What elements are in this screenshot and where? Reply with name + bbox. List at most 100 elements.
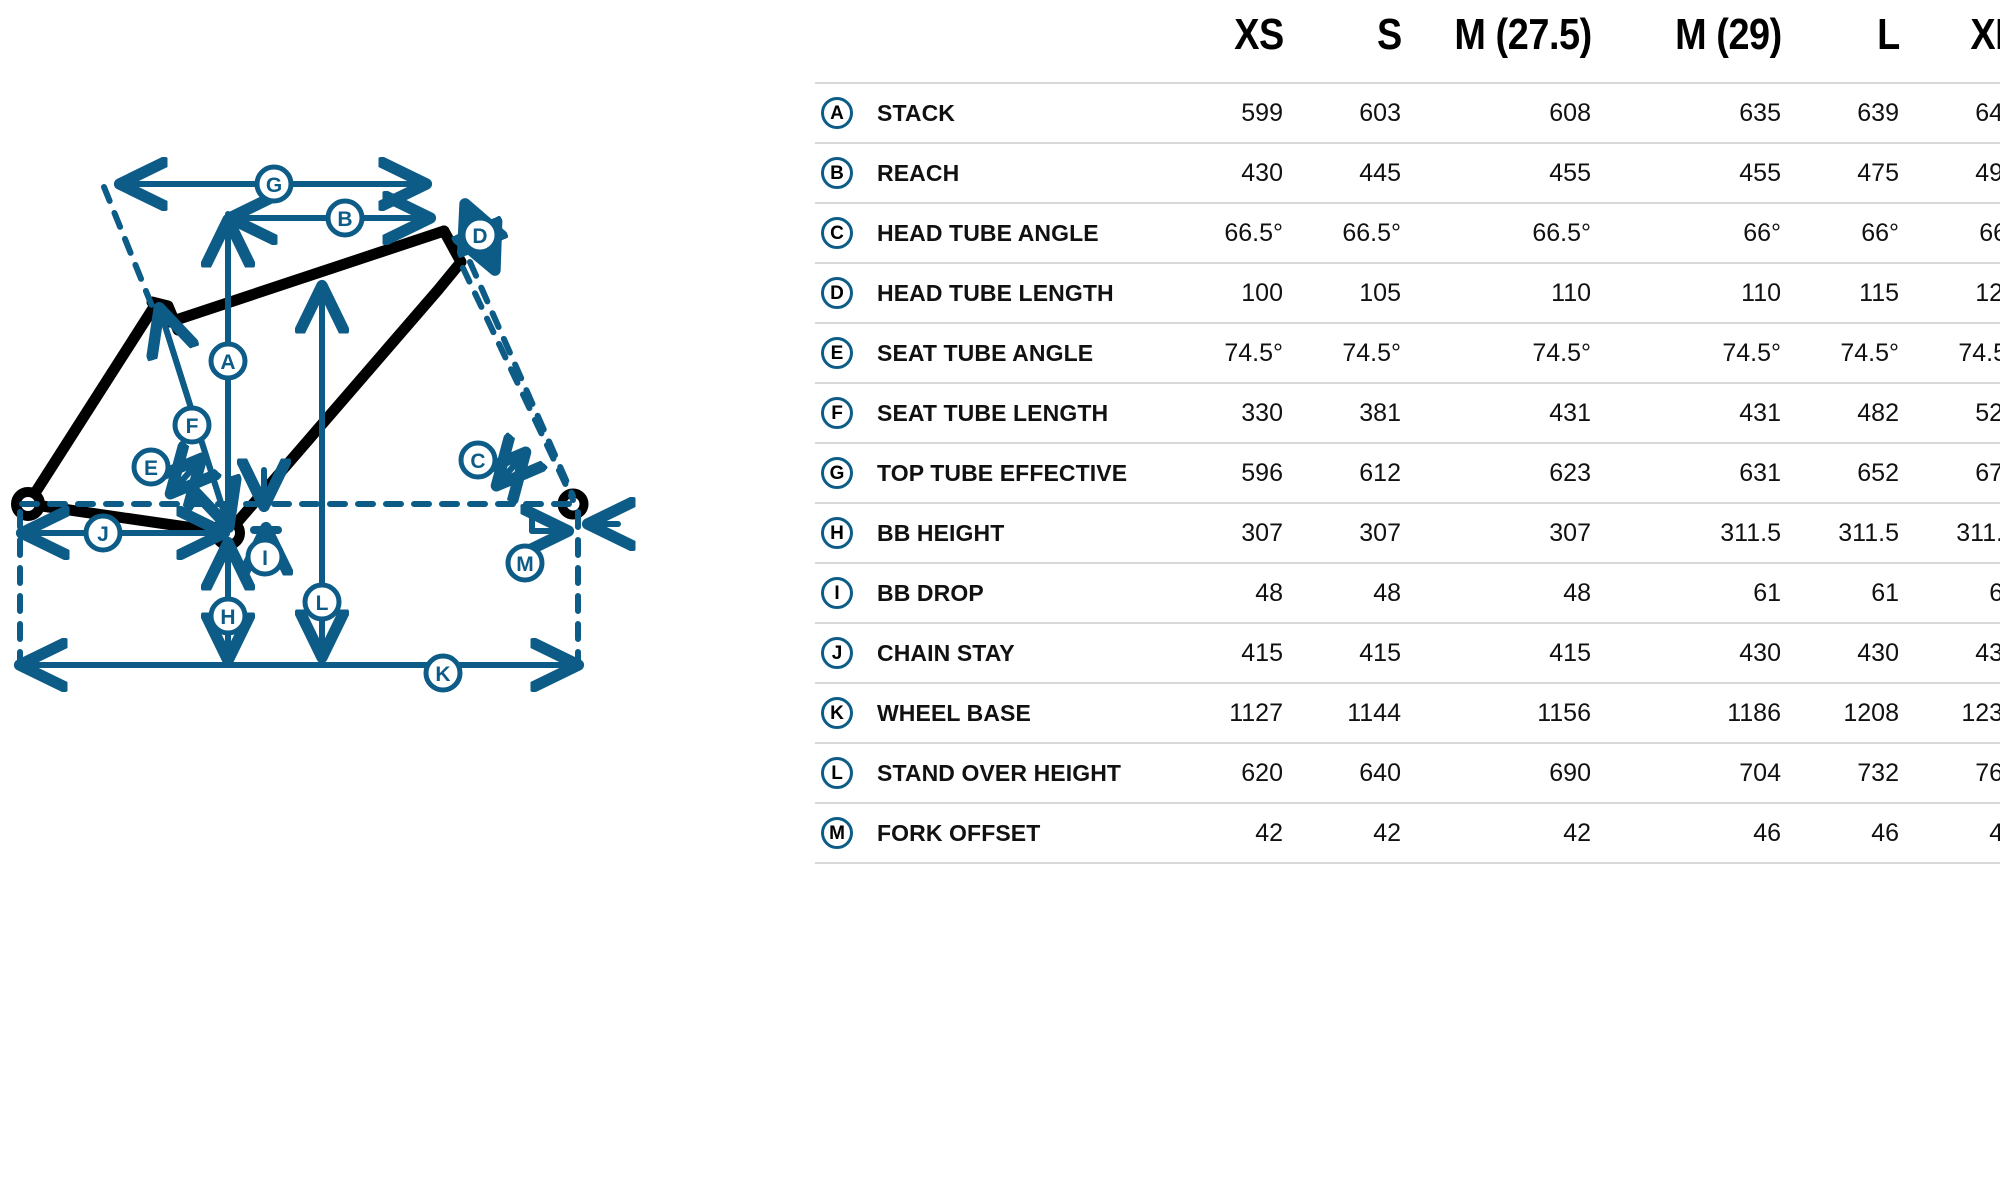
cell-m-27.5: 455	[1549, 158, 1591, 187]
row-letter-badge: A	[821, 97, 853, 129]
cell-m-27.5: 415	[1549, 638, 1591, 667]
table-row: I BB DROP 48 48 48 61 61 61	[815, 563, 2000, 623]
cell-m-29: 46	[1753, 818, 1781, 847]
geometry-table: XS S M (27.5) M (29) L XL A STACK 599 603 60…	[815, 0, 2000, 864]
construction-lines	[17, 184, 581, 671]
cell-xs: 620	[1241, 758, 1283, 787]
top-tube	[164, 225, 450, 328]
cell-s: 307	[1359, 518, 1401, 547]
cell-xs: 596	[1241, 458, 1283, 487]
svg-text:B: B	[337, 208, 352, 231]
column-header-s: S	[1377, 10, 1402, 59]
cell-xs: 1127	[1229, 698, 1283, 727]
cell-m-29: 431	[1739, 398, 1781, 427]
cell-xs: 415	[1241, 638, 1283, 667]
cell-m-27.5: 74.5°	[1532, 338, 1591, 367]
geometry-table-head: XS S M (27.5) M (29) L XL	[815, 0, 2000, 83]
cell-m-29: 455	[1739, 158, 1781, 187]
table-row: C HEAD TUBE ANGLE 66.5° 66.5° 66.5° 66° 66° 66°	[815, 203, 2000, 263]
header-badge-spacer	[815, 0, 871, 83]
cell-s: 381	[1359, 398, 1401, 427]
cell-l: 639	[1857, 98, 1899, 127]
cell-l: 311.5	[1838, 518, 1899, 547]
table-row: G TOP TUBE EFFECTIVE 596 612 623 631 652 673	[815, 443, 2000, 503]
cell-xl: 66°	[1979, 218, 2000, 247]
cell-m-29: 74.5°	[1722, 338, 1781, 367]
row-badge-cell: M	[815, 803, 871, 863]
svg-text:C: C	[470, 450, 485, 473]
table-row: B REACH 430 445 455 455 475 495	[815, 143, 2000, 203]
cell-s: 445	[1359, 158, 1401, 187]
cell-m-27.5: 690	[1549, 758, 1591, 787]
cell-s: 415	[1359, 638, 1401, 667]
row-measure-label: HEAD TUBE LENGTH	[877, 279, 1114, 306]
cell-xl: 520	[1975, 398, 2000, 427]
row-measure-label: BB DROP	[877, 579, 984, 606]
cell-m-29: 311.5	[1720, 518, 1781, 547]
callout-badge-d: D	[460, 215, 500, 255]
row-letter-badge: K	[821, 697, 853, 729]
bike-diagram-svg: G B D A F	[11, 0, 815, 693]
callout-badge-j: J	[83, 513, 123, 553]
row-letter-badge: I	[821, 577, 853, 609]
frame-tubes	[22, 225, 467, 539]
diagram-callout-badges: G B D A F	[83, 164, 545, 693]
table-row: E SEAT TUBE ANGLE 74.5° 74.5° 74.5° 74.5° 74.5…	[815, 323, 2000, 383]
table-row: J CHAIN STAY 415 415 415 430 430 430	[815, 623, 2000, 683]
cell-m-27.5: 608	[1549, 98, 1591, 127]
row-measure-label: WHEEL BASE	[877, 699, 1031, 726]
row-measure-label: HEAD TUBE ANGLE	[877, 219, 1099, 246]
callout-badge-k: K	[423, 653, 463, 693]
cell-s: 105	[1359, 278, 1401, 307]
diagram-canvas: G B D A F	[11, 164, 618, 693]
seat-stay-tube	[22, 304, 158, 510]
e-angle-arrow-down	[172, 460, 200, 492]
row-measure-label: TOP TUBE EFFECTIVE	[877, 459, 1128, 486]
table-row: A STACK 599 603 608 635 639 644	[815, 83, 2000, 143]
row-measure-label: STACK	[877, 99, 956, 126]
head-tube-axis-line	[460, 265, 576, 503]
svg-text:F: F	[186, 415, 199, 438]
cell-l: 66°	[1861, 218, 1899, 247]
row-letter-badge: G	[821, 457, 853, 489]
row-measure-label: FORK OFFSET	[877, 819, 1041, 846]
callout-badge-f: F	[172, 405, 212, 445]
cell-xl: 61	[1989, 578, 2000, 607]
table-row: L STAND OVER HEIGHT 620 640 690 704 732 760	[815, 743, 2000, 803]
cell-xl: 760	[1975, 758, 2000, 787]
header-label-spacer	[871, 0, 1171, 83]
row-badge-cell: B	[815, 143, 871, 203]
cell-s: 42	[1373, 818, 1401, 847]
row-badge-cell: J	[815, 623, 871, 683]
cell-s: 48	[1373, 578, 1401, 607]
row-badge-cell: I	[815, 563, 871, 623]
row-letter-badge: E	[821, 337, 853, 369]
cell-l: 652	[1857, 458, 1899, 487]
row-badge-cell: D	[815, 263, 871, 323]
callout-badge-c: C	[458, 440, 498, 480]
row-letter-badge: L	[821, 757, 853, 789]
cell-xl: 430	[1975, 638, 2000, 667]
row-measure-label: REACH	[877, 159, 960, 186]
callout-badge-l: L	[302, 582, 342, 622]
table-row: F SEAT TUBE LENGTH 330 381 431 431 482 520	[815, 383, 2000, 443]
table-row: H BB HEIGHT 307 307 307 311.5 311.5 311.5	[815, 503, 2000, 563]
svg-text:M: M	[516, 553, 534, 576]
cell-xl: 74.5°	[1958, 338, 2000, 367]
cell-xl: 1230	[1961, 698, 2000, 727]
fork-axis-line	[467, 259, 576, 499]
callout-badge-h: H	[208, 596, 248, 636]
column-header-xl: XL	[1970, 10, 2000, 59]
cell-l: 46	[1871, 818, 1899, 847]
cell-m-29: 110	[1741, 278, 1781, 307]
table-row: K WHEEL BASE 1127 1144 1156 1186 1208 1230	[815, 683, 2000, 743]
column-header-l: L	[1877, 10, 1900, 59]
cell-s: 66.5°	[1342, 218, 1401, 247]
svg-text:H: H	[220, 606, 235, 629]
row-badge-cell: E	[815, 323, 871, 383]
svg-text:A: A	[220, 351, 235, 374]
row-letter-badge: B	[821, 157, 853, 189]
svg-text:E: E	[144, 457, 158, 480]
cell-xs: 66.5°	[1224, 218, 1283, 247]
cell-m-29: 631	[1739, 458, 1781, 487]
